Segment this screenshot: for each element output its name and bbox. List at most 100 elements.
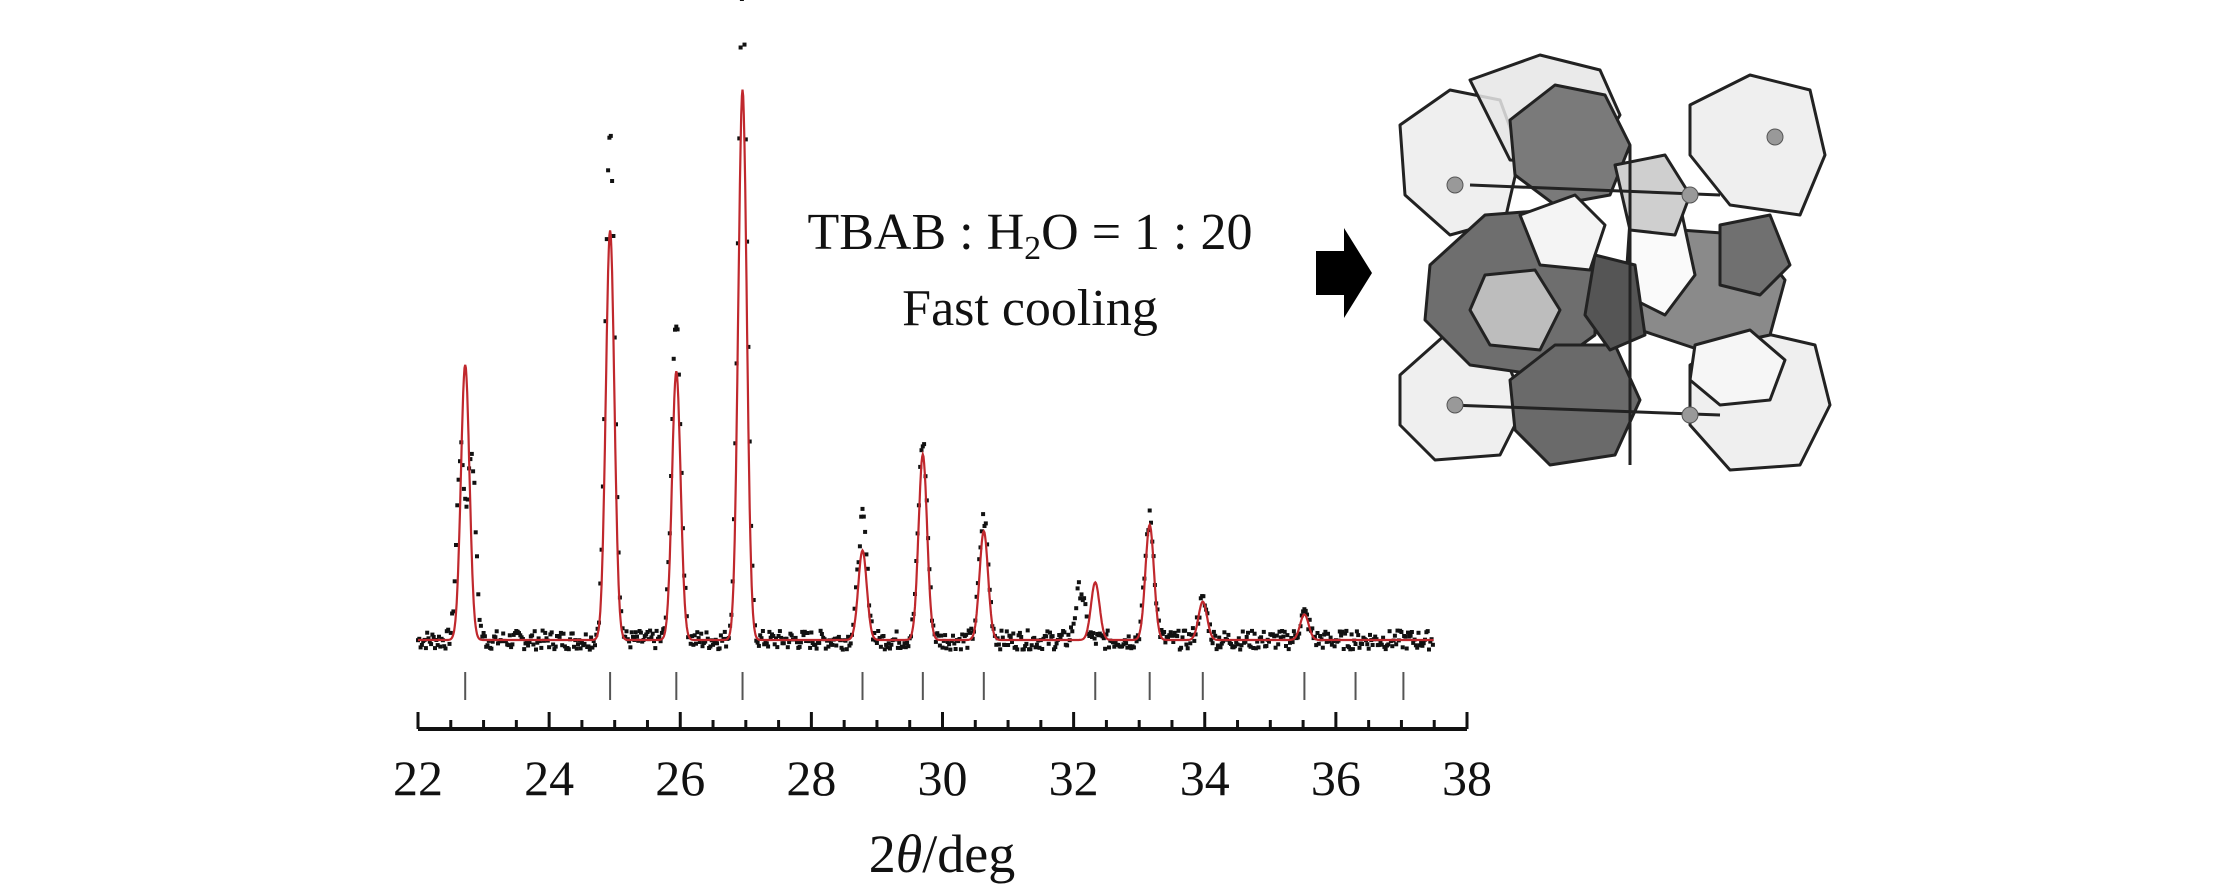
calculated-pattern-line <box>418 89 1434 642</box>
observed-point <box>1299 613 1304 618</box>
x-tick-label: 36 <box>1311 750 1361 806</box>
observed-point <box>882 647 887 652</box>
observed-point <box>1091 631 1096 636</box>
observed-point <box>427 639 432 644</box>
observed-point <box>819 632 824 636</box>
observed-point <box>450 611 455 616</box>
observed-point <box>1303 608 1308 613</box>
observed-point <box>928 585 933 590</box>
observed-point <box>1379 642 1384 647</box>
observed-point <box>593 643 597 648</box>
observed-point <box>905 640 910 645</box>
observed-point <box>1248 644 1253 649</box>
observed-point <box>477 617 482 622</box>
observed-point <box>658 639 663 644</box>
observed-point <box>1416 630 1421 635</box>
observed-point <box>708 644 713 649</box>
observed-point <box>722 629 727 634</box>
observed-point <box>1267 639 1271 644</box>
observed-point <box>659 630 664 635</box>
observed-point <box>874 641 879 645</box>
observed-point <box>1310 626 1315 631</box>
observed-point <box>1406 630 1410 635</box>
observed-point <box>1256 645 1261 650</box>
observed-point <box>1281 634 1286 639</box>
observed-point <box>1417 643 1422 648</box>
observed-point <box>1037 645 1042 650</box>
observed-point <box>1213 633 1218 638</box>
observed-point <box>1232 644 1237 649</box>
observed-point <box>1315 631 1320 635</box>
observed-point <box>1107 645 1111 650</box>
observed-point <box>894 629 899 634</box>
observed-point <box>1240 629 1245 634</box>
observed-point <box>446 627 451 632</box>
observed-point <box>478 623 483 628</box>
observed-point <box>953 647 958 651</box>
observed-point <box>1312 634 1317 639</box>
observed-point <box>785 645 790 650</box>
observed-point <box>1087 634 1092 638</box>
observed-point <box>534 647 538 652</box>
observed-point <box>1201 594 1206 599</box>
observed-point <box>1286 647 1291 652</box>
observed-point <box>589 635 594 640</box>
observed-point <box>1167 633 1172 638</box>
observed-point <box>1034 642 1039 647</box>
observed-point <box>1076 580 1081 585</box>
face-mid-2 <box>1613 153 1692 237</box>
observed-point <box>1206 629 1211 633</box>
observed-point <box>805 631 810 635</box>
observed-point <box>442 644 447 649</box>
x-tick-label: 34 <box>1180 750 1230 806</box>
observed-point <box>1289 636 1294 640</box>
observed-point <box>793 635 798 640</box>
observed-point <box>768 635 773 640</box>
observed-point <box>443 646 448 651</box>
observed-point <box>901 644 906 649</box>
observed-point <box>429 642 434 647</box>
observed-point <box>513 631 517 636</box>
observed-point <box>549 630 554 635</box>
observed-point <box>1404 646 1409 651</box>
observed-point <box>1016 633 1021 638</box>
observed-point <box>1378 640 1383 645</box>
observed-point <box>1348 647 1353 652</box>
observed-point <box>1409 630 1414 634</box>
observed-point <box>1194 615 1199 620</box>
observed-point <box>696 636 701 641</box>
observed-point <box>1172 630 1177 635</box>
observed-point <box>852 606 857 611</box>
observed-point <box>1365 642 1370 647</box>
observed-point <box>1373 634 1378 639</box>
observed-point <box>779 635 784 640</box>
observed-point <box>1370 643 1375 647</box>
observed-point <box>1229 642 1233 646</box>
observed-point <box>814 646 819 651</box>
observed-point <box>902 641 907 646</box>
observed-point <box>448 630 453 635</box>
observed-point <box>1086 631 1090 636</box>
observed-point <box>493 635 498 640</box>
observed-point <box>1382 644 1387 649</box>
observed-point <box>764 641 769 646</box>
observed-point <box>644 632 649 637</box>
observed-point <box>1000 635 1005 640</box>
observed-point <box>1314 643 1319 648</box>
observed-point <box>1320 645 1325 650</box>
observed-point <box>718 633 723 638</box>
observed-point <box>582 641 587 646</box>
observed-point <box>1092 636 1097 641</box>
observed-point <box>590 645 595 650</box>
observed-point <box>1428 639 1433 644</box>
observed-point <box>699 631 704 636</box>
observed-point <box>857 544 862 549</box>
observed-point <box>1021 647 1026 652</box>
observed-point <box>1045 629 1050 634</box>
observed-point <box>1297 631 1302 636</box>
observed-point <box>859 514 864 519</box>
observed-point <box>1344 628 1349 633</box>
observed-point <box>1112 644 1117 649</box>
observed-point <box>742 42 747 47</box>
observed-point <box>612 335 617 340</box>
